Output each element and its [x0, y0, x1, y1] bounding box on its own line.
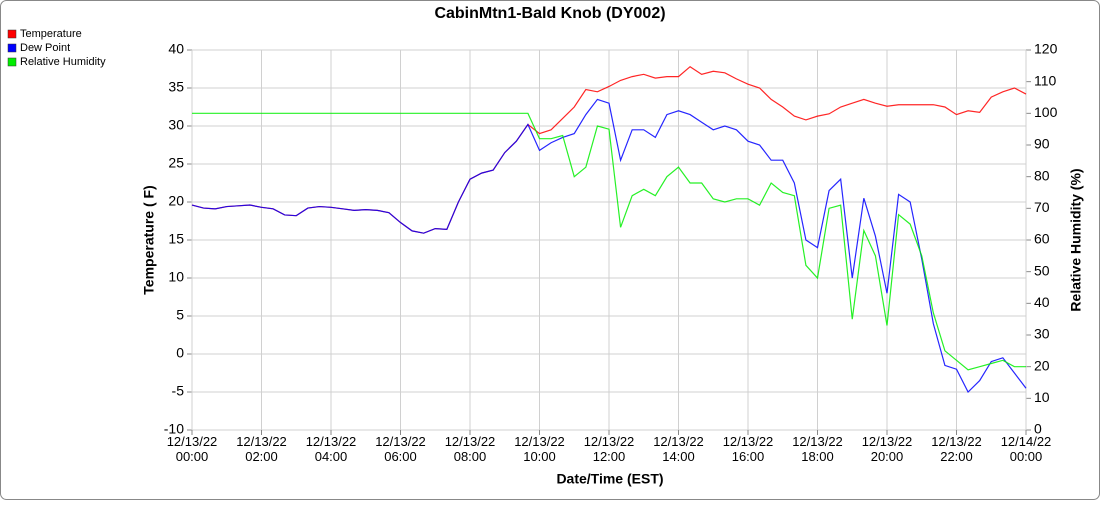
y2-tick-label: 10: [1034, 389, 1050, 405]
y2-tick-label: 30: [1034, 326, 1050, 342]
y2-tick-label: 110: [1034, 72, 1057, 88]
x-tick-label-box: 12/13/22 20:00: [861, 434, 913, 464]
x-tick-label-box: 12/13/22 02:00: [236, 434, 287, 464]
x-tick-label: 12/13/22 08:00: [444, 434, 496, 464]
y2-tick-label: 70: [1034, 199, 1050, 215]
x-tick-label: 12/13/22 22:00: [931, 434, 982, 464]
x-tick-label-box: 12/13/22 14:00: [653, 434, 704, 464]
x-tick-label-box: 12/13/22 00:00: [166, 434, 218, 464]
x-tick-label: 12/13/22 18:00: [792, 434, 843, 464]
y2-tick-label: 60: [1034, 231, 1050, 247]
x-tick-label-box: 12/13/22 22:00: [931, 434, 982, 464]
x-tick-label-box: 12/13/22 10:00: [514, 434, 565, 464]
y-tick-label: 30: [168, 117, 184, 133]
x-tick-label: 12/14/22 00:00: [1000, 434, 1052, 464]
y2-tick-label: 120: [1034, 41, 1058, 57]
legend-label: Temperature: [20, 28, 82, 40]
legend-label: Dew Point: [20, 42, 70, 54]
x-tick-label-box: 12/13/22 12:00: [583, 434, 635, 464]
x-tick-label-box: 12/13/22 06:00: [375, 434, 426, 464]
y-tick-label: 40: [168, 41, 184, 57]
y2-tick-label: 40: [1034, 294, 1050, 310]
y-tick-label: 5: [176, 307, 184, 323]
x-tick-label: 12/13/22 04:00: [305, 434, 357, 464]
y-tick-label: -10: [164, 421, 184, 437]
x-tick-label: 12/13/22 20:00: [861, 434, 913, 464]
legend-swatch: [7, 57, 17, 67]
legend-swatch: [7, 43, 17, 53]
y2-tick-label: 80: [1034, 167, 1050, 183]
y-tick-label: 25: [168, 155, 184, 171]
x-tick-label: 12/13/22 02:00: [236, 434, 287, 464]
x-tick-label: 12/13/22 10:00: [514, 434, 565, 464]
x-tick-label-box: 12/13/22 04:00: [305, 434, 357, 464]
y2-tick-label: 90: [1034, 136, 1050, 152]
y-tick-label: 0: [176, 345, 184, 361]
series-line: [192, 112, 1026, 371]
x-tick-label: 12/13/22 16:00: [722, 434, 774, 464]
x-tick-label: 12/13/22 14:00: [653, 434, 704, 464]
x-tick-label: 12/13/22 06:00: [375, 434, 426, 464]
y2-tick-label: 20: [1034, 357, 1050, 373]
y2-tick-label: 50: [1034, 262, 1050, 278]
legend-label: Relative Humidity: [20, 56, 106, 68]
y-tick-label: 35: [168, 79, 184, 95]
x-tick-label: 12/13/22 12:00: [583, 434, 635, 464]
y-tick-label: 20: [168, 193, 184, 209]
y2-tick-label: 100: [1034, 104, 1058, 120]
x-axis-label: Date/Time (EST): [556, 471, 663, 487]
x-tick-label-box: 12/13/22 18:00: [792, 434, 843, 464]
y-tick-label: 10: [168, 269, 184, 285]
y-tick-label: -5: [172, 383, 185, 399]
x-tick-label-box: 12/13/22 08:00: [444, 434, 496, 464]
y-axis-label: Temperature ( F): [141, 185, 157, 294]
chart-title: CabinMtn1-Bald Knob (DY002): [434, 5, 665, 22]
series-line: [191, 98, 1027, 394]
x-tick-label-box: 12/13/22 16:00: [722, 434, 774, 464]
x-tick-label-box: 12/14/22 00:00: [1000, 434, 1052, 464]
x-tick-label: 12/13/22 00:00: [166, 434, 218, 464]
y2-tick-label: 0: [1034, 421, 1042, 437]
y-tick-label: 15: [168, 231, 184, 247]
y2-axis-label: Relative Humidity (%): [1068, 168, 1084, 311]
legend-swatch: [7, 29, 17, 39]
